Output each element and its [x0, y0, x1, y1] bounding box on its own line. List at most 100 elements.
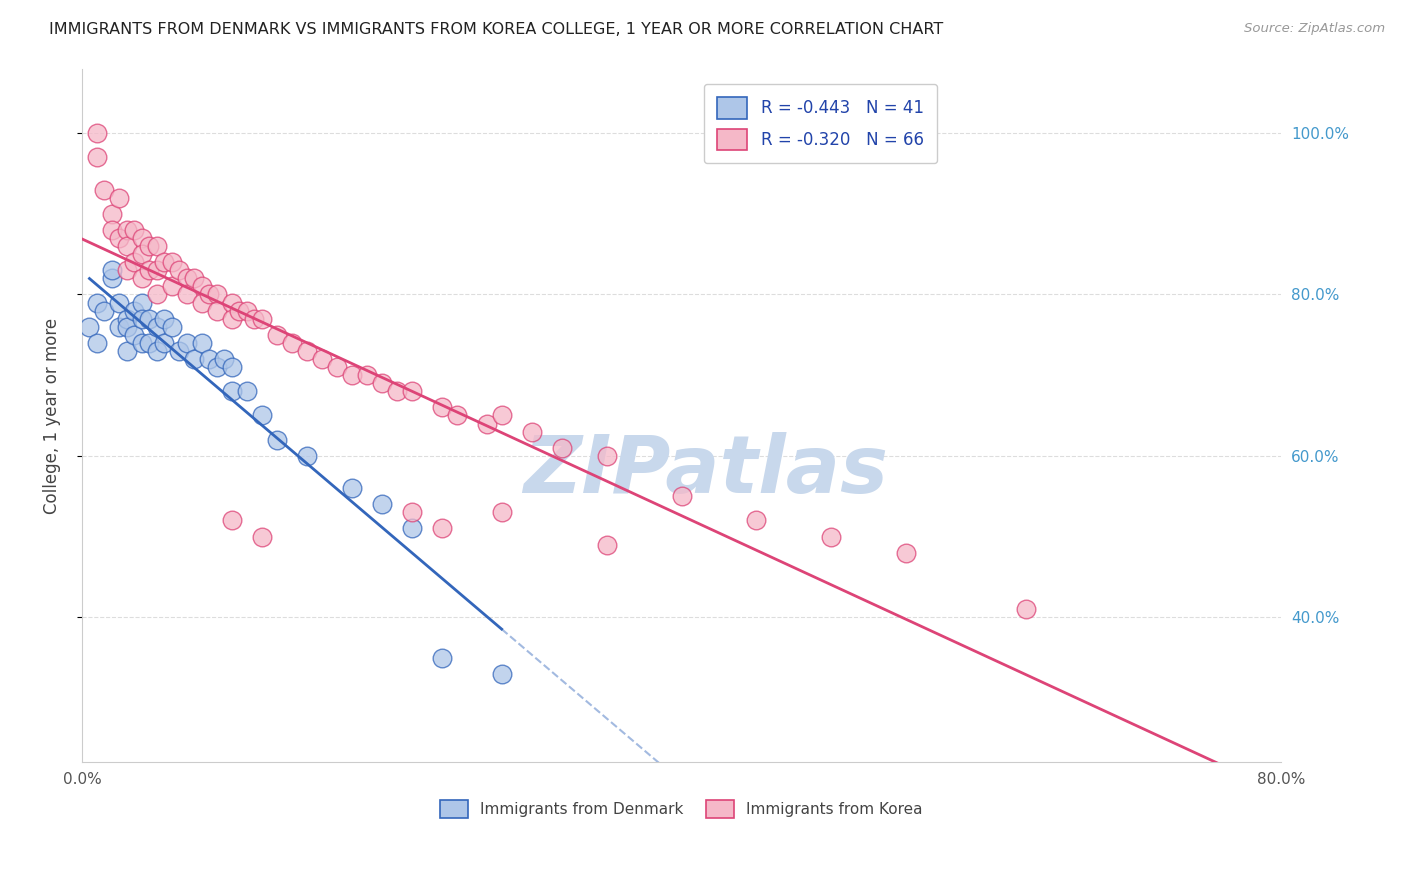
Point: [176, 287, 198, 301]
Point: [131, 295, 153, 310]
Point: [491, 505, 513, 519]
Point: [176, 335, 198, 350]
Point: [221, 360, 243, 375]
Point: [820, 529, 842, 543]
Point: [79, 319, 101, 334]
Point: [221, 513, 243, 527]
Point: [131, 311, 153, 326]
Point: [146, 239, 169, 253]
Point: [131, 335, 153, 350]
Point: [160, 319, 183, 334]
Point: [385, 384, 408, 399]
Point: [138, 311, 160, 326]
Point: [183, 351, 205, 366]
Point: [550, 441, 572, 455]
Point: [430, 401, 453, 415]
Point: [169, 343, 191, 358]
Point: [205, 287, 228, 301]
Point: [198, 351, 221, 366]
Point: [160, 255, 183, 269]
Point: [311, 351, 333, 366]
Point: [266, 433, 288, 447]
Point: [108, 295, 131, 310]
Point: [146, 263, 169, 277]
Point: [340, 481, 363, 495]
Point: [896, 546, 918, 560]
Point: [326, 360, 349, 375]
Point: [138, 239, 160, 253]
Point: [115, 343, 138, 358]
Point: [124, 327, 146, 342]
Point: [115, 239, 138, 253]
Point: [340, 368, 363, 383]
Point: [475, 417, 498, 431]
Point: [295, 449, 318, 463]
Point: [138, 335, 160, 350]
Point: [101, 271, 124, 285]
Point: [1015, 602, 1038, 616]
Point: [191, 335, 214, 350]
Point: [595, 449, 617, 463]
Point: [371, 376, 394, 391]
Point: [250, 311, 273, 326]
Point: [86, 126, 108, 140]
Point: [131, 231, 153, 245]
Point: [169, 263, 191, 277]
Point: [401, 505, 423, 519]
Point: [101, 223, 124, 237]
Legend: Immigrants from Denmark, Immigrants from Korea: Immigrants from Denmark, Immigrants from…: [434, 794, 929, 824]
Point: [520, 425, 543, 439]
Point: [86, 150, 108, 164]
Point: [595, 538, 617, 552]
Point: [446, 409, 468, 423]
Point: [115, 223, 138, 237]
Point: [228, 303, 250, 318]
Point: [401, 384, 423, 399]
Point: [153, 311, 176, 326]
Point: [491, 409, 513, 423]
Point: [221, 295, 243, 310]
Point: [93, 303, 115, 318]
Point: [191, 279, 214, 293]
Point: [115, 263, 138, 277]
Point: [124, 223, 146, 237]
Point: [115, 319, 138, 334]
Point: [221, 311, 243, 326]
Point: [176, 271, 198, 285]
Point: [198, 287, 221, 301]
Point: [671, 489, 693, 503]
Point: [131, 247, 153, 261]
Point: [371, 497, 394, 511]
Point: [108, 319, 131, 334]
Y-axis label: College, 1 year or more: College, 1 year or more: [44, 318, 60, 514]
Point: [491, 666, 513, 681]
Point: [101, 207, 124, 221]
Point: [160, 279, 183, 293]
Point: [101, 263, 124, 277]
Point: [266, 327, 288, 342]
Point: [356, 368, 378, 383]
Text: IMMIGRANTS FROM DENMARK VS IMMIGRANTS FROM KOREA COLLEGE, 1 YEAR OR MORE CORRELA: IMMIGRANTS FROM DENMARK VS IMMIGRANTS FR…: [49, 22, 943, 37]
Point: [108, 191, 131, 205]
Point: [146, 343, 169, 358]
Point: [236, 303, 259, 318]
Point: [131, 271, 153, 285]
Point: [250, 409, 273, 423]
Point: [146, 319, 169, 334]
Point: [430, 650, 453, 665]
Point: [243, 311, 266, 326]
Point: [221, 384, 243, 399]
Point: [115, 311, 138, 326]
Point: [250, 529, 273, 543]
Point: [124, 255, 146, 269]
Point: [86, 295, 108, 310]
Point: [108, 231, 131, 245]
Point: [281, 335, 304, 350]
Point: [214, 351, 236, 366]
Text: ZIPatlas: ZIPatlas: [523, 432, 889, 510]
Point: [430, 521, 453, 535]
Point: [183, 271, 205, 285]
Point: [401, 521, 423, 535]
Point: [93, 183, 115, 197]
Point: [205, 360, 228, 375]
